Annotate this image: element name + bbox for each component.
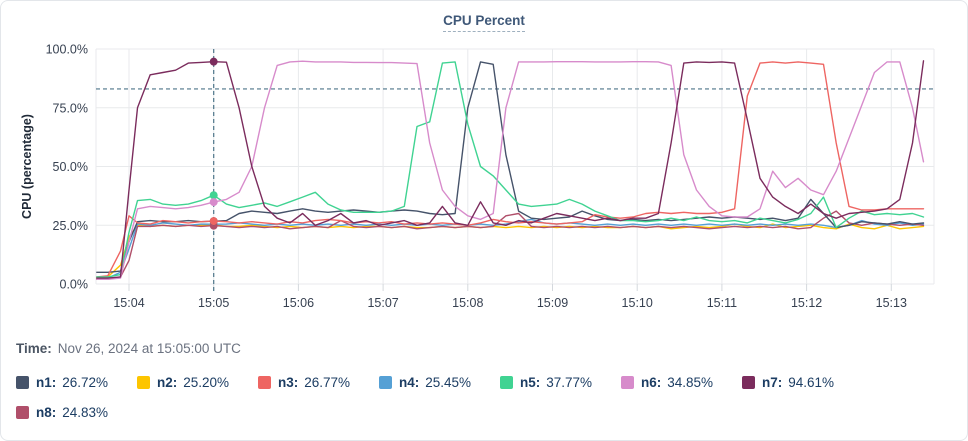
chart-legend: n1: 26.72% n2: 25.20% n3: 26.77% n4: 25.45% n5: 3… <box>16 367 961 427</box>
legend-label-n7: n7: <box>762 374 783 390</box>
chart-title[interactable]: CPU Percent <box>443 13 525 32</box>
legend-value-n8: 24.83% <box>62 404 109 420</box>
legend-label-n4: n4: <box>399 374 420 390</box>
legend-label-n3: n3: <box>278 374 299 390</box>
x-tick-label: 15:08 <box>452 296 483 310</box>
legend-label-n8: n8: <box>36 404 57 420</box>
crosshair-marker-n5 <box>209 191 218 200</box>
legend-value-n4: 25.45% <box>425 374 472 390</box>
legend-item-n8[interactable]: n8: 24.83% <box>16 397 137 427</box>
legend-value-n7: 94.61% <box>788 374 835 390</box>
y-tick-label: 50.0% <box>53 160 88 174</box>
y-tick-label: 25.0% <box>53 219 88 233</box>
legend-label-n6: n6: <box>641 374 662 390</box>
legend-swatch-n1 <box>16 375 29 389</box>
series-line-n1 <box>96 61 925 273</box>
legend-item-n6[interactable]: n6: 34.85% <box>621 367 742 397</box>
legend-value-n2: 25.20% <box>183 374 230 390</box>
y-tick-label: 0.0% <box>60 278 89 292</box>
crosshair-marker-n6 <box>209 198 218 207</box>
y-tick-label: 100.0% <box>46 43 88 57</box>
legend-swatch-n7 <box>742 375 755 389</box>
legend-value-n1: 26.72% <box>62 374 109 390</box>
series-line-n5 <box>96 61 925 278</box>
legend-swatch-n5 <box>500 375 513 389</box>
legend-label-n2: n2: <box>157 374 178 390</box>
crosshair-marker-n3 <box>209 217 218 226</box>
legend-swatch-n8 <box>16 405 29 419</box>
y-tick-label: 75.0% <box>53 101 88 115</box>
series-line-n3 <box>96 61 925 278</box>
legend-label-n1: n1: <box>36 374 57 390</box>
legend-swatch-n4 <box>379 375 392 389</box>
series-line-n7 <box>96 60 925 279</box>
legend-item-n5[interactable]: n5: 37.77% <box>500 367 621 397</box>
crosshair-time-row: Time: Nov 26, 2024 at 15:05:00 UTC <box>16 341 241 356</box>
time-label: Time: <box>16 341 52 356</box>
legend-swatch-n6 <box>621 375 634 389</box>
x-tick-label: 15:05 <box>198 296 229 310</box>
series-line-n4 <box>96 218 925 280</box>
legend-item-n7[interactable]: n7: 94.61% <box>742 367 863 397</box>
legend-swatch-n3 <box>258 375 271 389</box>
x-tick-label: 15:10 <box>622 296 653 310</box>
time-value: Nov 26, 2024 at 15:05:00 UTC <box>57 341 241 356</box>
legend-value-n5: 37.77% <box>546 374 593 390</box>
series-line-n2 <box>96 223 925 279</box>
legend-item-n3[interactable]: n3: 26.77% <box>258 367 379 397</box>
crosshair-marker-n7 <box>209 57 218 66</box>
legend-item-n1[interactable]: n1: 26.72% <box>16 367 137 397</box>
legend-label-n5: n5: <box>520 374 541 390</box>
series-line-n6 <box>96 60 925 280</box>
legend-item-n2[interactable]: n2: 25.20% <box>137 367 258 397</box>
x-tick-label: 15:07 <box>367 296 398 310</box>
y-axis-title: CPU (percentage) <box>20 114 34 219</box>
legend-swatch-n2 <box>137 375 150 389</box>
series-line-n8 <box>96 210 925 280</box>
x-tick-label: 15:09 <box>537 296 568 310</box>
x-tick-label: 15:13 <box>876 296 907 310</box>
x-tick-label: 15:06 <box>283 296 314 310</box>
x-tick-label: 15:11 <box>707 296 737 310</box>
legend-value-n6: 34.85% <box>667 374 714 390</box>
x-tick-label: 15:12 <box>791 296 822 310</box>
cpu-percent-chart[interactable]: 0.0% 25.0% 50.0% 75.0% 100.0% 15:04 15:05 15:06… <box>1 1 968 323</box>
chart-title-row: CPU Percent <box>1 12 967 32</box>
legend-value-n3: 26.77% <box>304 374 351 390</box>
legend-item-n4[interactable]: n4: 25.45% <box>379 367 500 397</box>
x-tick-label: 15:04 <box>113 296 144 310</box>
